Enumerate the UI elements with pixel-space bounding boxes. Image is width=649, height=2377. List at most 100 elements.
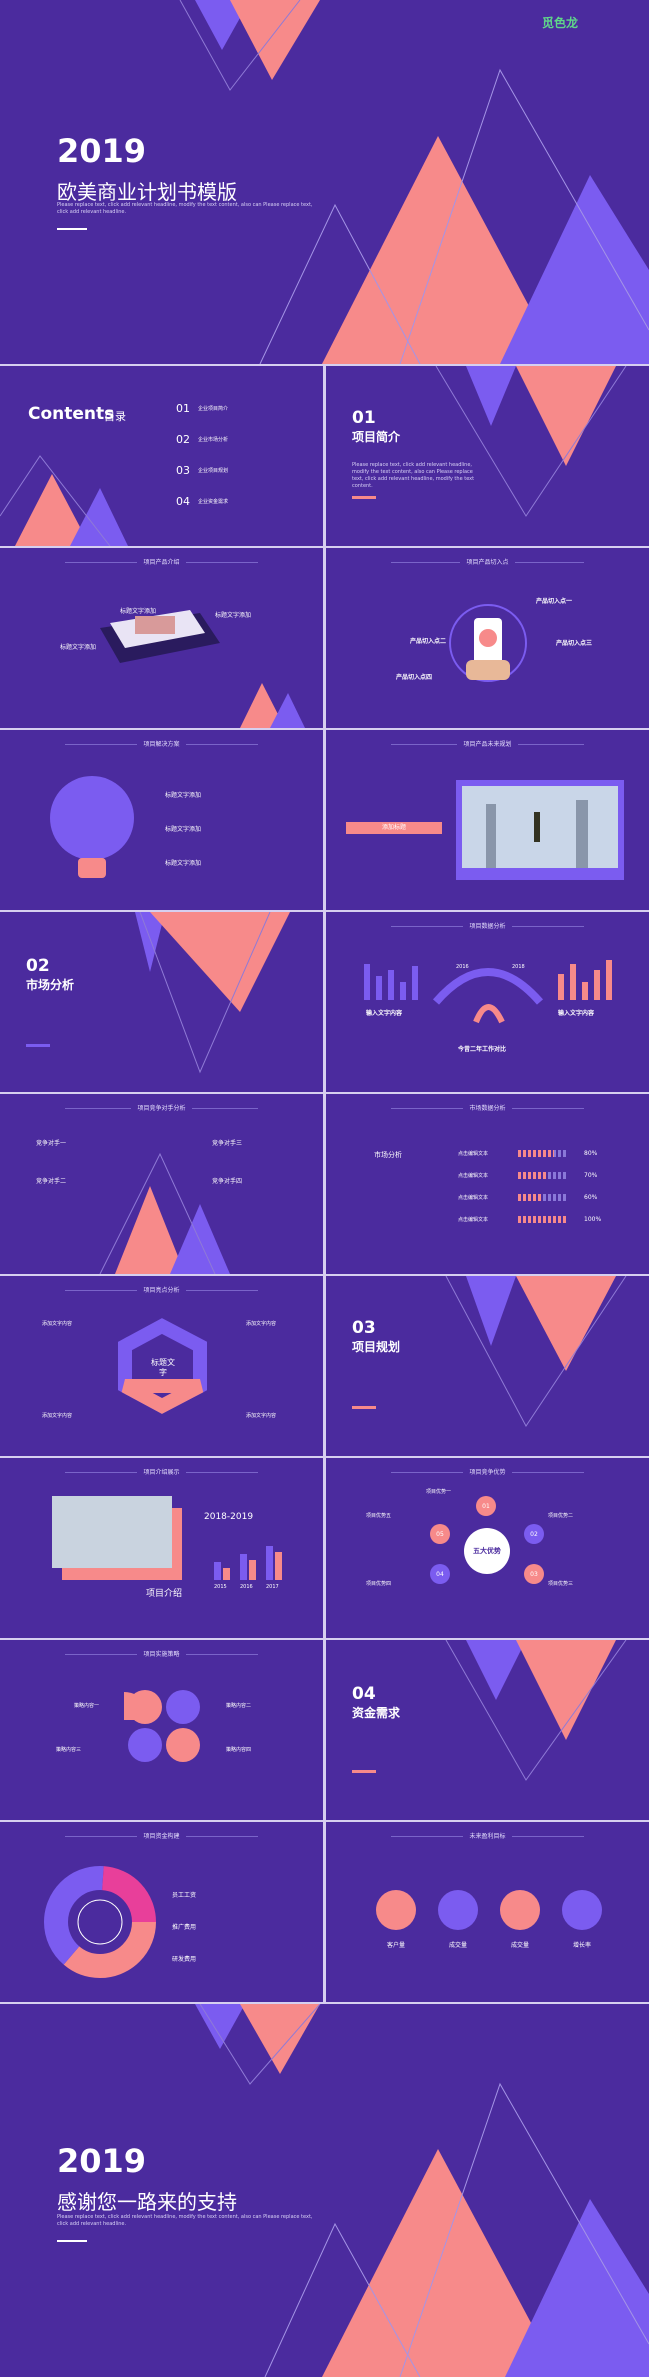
row-label: 点击编辑文本 [458,1195,489,1201]
shape [376,976,382,1000]
decoration [0,455,128,546]
shape [139,912,271,1074]
slide-header: 项目产品介绍 [0,557,323,566]
shape [558,974,564,1000]
contents-slide: Contents 目录 01 企业项目简介 02 企业市场分析 03 企业项目规划 04 企业… [0,366,323,546]
shape [44,1866,156,1978]
cover-decoration [179,0,649,364]
shape [128,1690,162,1724]
shape [505,2199,649,2377]
edge-slide: 项目竞争优势 五大优势 01 项目优势一 02 项目优势二 03 项目优势三 04 项目优势四… [326,1458,649,1638]
toc-label: 企业资金需求 [198,499,229,505]
shape [388,970,394,1000]
item: 策略内容一 [74,1703,100,1709]
shape [249,1560,256,1580]
item: 增长率 [572,1942,591,1949]
row-value: 70% [584,1172,598,1179]
progress-track [518,1194,568,1201]
shape [240,1554,247,1580]
right-label: 输入文字内容 [558,1010,595,1017]
market-slide: 市场数据分析 市场分析 点击编辑文本 80% 点击编辑文本 70% 点击编辑文本 60% 点… [326,1094,649,1274]
plan-slide: 项目产品未来规划 添加标题 [326,730,649,910]
center-label: 标题文字 [151,1358,175,1377]
number: 02 [530,1530,538,1538]
shape [195,0,250,50]
shape [275,1552,282,1580]
shape [322,2149,560,2377]
shape [170,1204,230,1274]
decoration [124,1690,200,1762]
shape [449,604,527,682]
header-text: 项目产品未来规划 [457,741,518,748]
shape [44,1866,156,1978]
icon-circle [500,1890,540,1930]
decoration [118,1318,207,1414]
shape [195,2004,245,2049]
section-title: 项目简介 [352,430,401,444]
shape [50,776,134,860]
decoration [52,1496,282,1580]
slide-header: 项目实施策略 [0,1649,323,1658]
header-text: 项目竞争优势 [463,1469,512,1476]
toc-number: 03 [176,464,190,477]
shape [322,136,560,364]
item: 员工工资 [172,1892,197,1899]
label: 添加文字内容 [246,1413,277,1419]
item: 标题文字添加 [165,792,202,799]
shape [199,2004,321,2085]
progress-fill [518,1150,554,1157]
shape [400,982,406,1000]
label: 标题文字添加 [60,644,97,651]
market-title: 市场分析 [374,1151,402,1159]
header-text: 项目亮点分析 [137,1287,186,1294]
section-slide: 04 资金需求 [326,1640,649,1820]
decoration [449,604,527,682]
decoration [445,1276,627,1427]
header-text: 项目介绍展示 [137,1469,186,1476]
decoration [44,1866,156,1978]
item: 项目优势一 [426,1489,452,1495]
shape [128,1728,162,1762]
shape [364,964,370,1000]
number: 01 [482,1502,490,1510]
header-text: 项目实施策略 [137,1651,186,1658]
year: 2017 [266,1584,279,1590]
shape [135,616,175,634]
end-year: 2019 [57,2142,147,2180]
divider [57,2240,87,2242]
slide-header: 项目资金构建 [0,1831,323,1840]
header-text: 未来盈利目标 [463,1833,512,1840]
shape [466,366,516,426]
center-label: 五大优势 [473,1547,501,1555]
slide-header: 项目产品切入点 [326,557,649,566]
decoration [445,1640,627,1781]
shape [115,1186,185,1274]
header-text: 项目产品介绍 [137,559,186,566]
number-circle: 01 [476,1496,496,1516]
label: 添加文字内容 [42,1321,73,1327]
icon-circle [438,1890,478,1930]
toc-number: 01 [176,402,190,415]
shape [432,968,544,1005]
shape [435,366,627,517]
decoration [50,776,134,878]
point: 产品切入点一 [536,598,573,605]
section-number: 03 [352,1318,376,1338]
section-slide: 02 市场分析 [0,912,323,1092]
shape [179,0,301,91]
shape [166,1690,200,1724]
point: 产品切入点四 [396,674,433,681]
cycle-slide: 项目亮点分析 标题文字 添加文字内容 添加文字内容 添加文字内容 添加文字内容 [0,1276,323,1456]
cover-title: 欧美商业计划书模版 [57,180,237,204]
left-label: 输入文字内容 [366,1010,403,1017]
year: 2015 [214,1584,227,1590]
section-number: 01 [352,408,376,428]
header-text: 项目产品切入点 [460,559,515,566]
decoration [99,1152,230,1274]
progress-fill [518,1216,568,1223]
item: 竞争对手一 [36,1140,67,1147]
shape [606,960,612,1000]
item: 竞争对手二 [36,1178,67,1185]
shape [77,1899,123,1945]
